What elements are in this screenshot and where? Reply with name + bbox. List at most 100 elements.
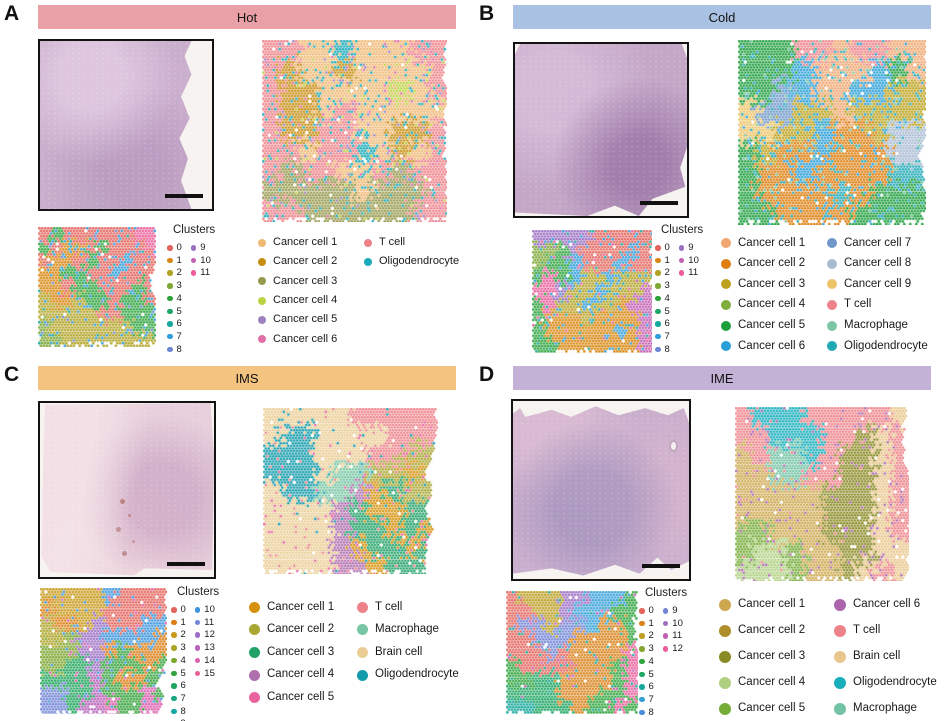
cluster-dot-icon (194, 657, 201, 664)
cluster-number: 6 (664, 318, 670, 330)
cell-type-legend-item: Oligodendrocyte (827, 336, 933, 357)
clusters-legend-title: Clusters (645, 587, 688, 599)
cluster-dot-icon (639, 709, 645, 716)
cluster-number: 6 (176, 318, 182, 330)
cluster-legend-item: 7 (167, 330, 182, 343)
cell-type-legend-item: Oligodendrocyte (357, 664, 465, 687)
panel-header-label: Cold (708, 9, 736, 25)
cluster-legend-item: 6 (167, 318, 182, 331)
cluster-dot-icon (171, 607, 177, 613)
cell-type-dot-icon (834, 703, 846, 715)
cluster-dot-icon (639, 658, 645, 665)
cell-type-label: Oligodendrocyte (853, 676, 937, 689)
cell-type-label: Cancer cell 6 (738, 339, 806, 352)
cell-type-legend-item: Cancer cell 5 (249, 686, 357, 709)
cluster-dot-icon (655, 346, 661, 353)
cluster-number: 12 (204, 629, 215, 641)
cluster-legend-item: 8 (167, 343, 182, 356)
clusters-legend: Clusters 0123456789101112131415 (171, 586, 219, 721)
cluster-legend-item: 6 (639, 681, 654, 694)
cluster-number: 15 (204, 667, 215, 679)
cell-type-dot-icon (249, 646, 260, 658)
cluster-number: 2 (664, 267, 670, 279)
cell-type-legend-item: Cancer cell 4 (719, 670, 834, 696)
tissue-section (513, 406, 689, 576)
cell-type-dot-icon (721, 279, 731, 290)
cluster-number: 10 (672, 617, 683, 629)
cluster-number: 0 (176, 242, 182, 254)
cluster-dot-icon (639, 646, 645, 652)
cluster-spatial-map (532, 230, 652, 353)
cluster-legend-item: 0 (167, 242, 182, 255)
cluster-legend-item: 7 (171, 692, 186, 705)
cell-type-dot-icon (249, 624, 260, 636)
cell-type-legend-item: Cancer cell 2 (258, 252, 364, 271)
cluster-number: 4 (176, 292, 182, 304)
cluster-legend-item: 5 (655, 305, 670, 318)
cluster-number: 10 (204, 604, 215, 616)
cluster-dot-icon (194, 607, 201, 613)
cell-type-legend-item: Cancer cell 5 (719, 696, 834, 721)
cluster-legend-item: 10 (678, 254, 699, 267)
cell-type-label: Cancer cell 7 (844, 236, 912, 249)
cluster-dot-icon (171, 708, 177, 715)
cell-type-legend-item: T cell (357, 596, 465, 619)
cell-type-legend: Cancer cell 1 Cancer cell 2 Cancer cell 3 C… (719, 592, 949, 721)
cluster-number: 11 (672, 630, 683, 642)
cell-type-dot-icon (258, 315, 266, 324)
cell-type-dot-icon (249, 601, 260, 613)
cell-type-label: Cancer cell 1 (267, 600, 335, 613)
cluster-number: 6 (648, 681, 654, 693)
cluster-legend-item: 13 (194, 642, 215, 655)
cell-type-label: Cancer cell 2 (267, 623, 335, 636)
cluster-number: 10 (688, 254, 699, 266)
cell-type-label: Cancer cell 5 (738, 702, 806, 715)
cluster-dot-icon (655, 295, 661, 302)
cell-type-label: Cancer cell 8 (844, 257, 912, 270)
cluster-dot-icon (194, 632, 201, 638)
cluster-number: 11 (688, 267, 699, 279)
cluster-dot-icon (639, 671, 645, 678)
cluster-legend-item: 4 (639, 655, 654, 668)
cell-type-spatial-map (735, 407, 909, 581)
cluster-number: 4 (664, 292, 670, 304)
cluster-number: 3 (664, 280, 670, 292)
cluster-dot-icon (639, 608, 645, 614)
cell-type-label: Cancer cell 2 (738, 257, 806, 270)
cell-type-label: Oligodendrocyte (375, 668, 459, 681)
cluster-number: 5 (664, 305, 670, 317)
panel-header: Cold (513, 5, 931, 29)
he-histology-image (38, 39, 214, 211)
cell-type-legend-item: Cancer cell 6 (834, 592, 949, 618)
cluster-legend-item: 11 (194, 616, 215, 629)
panel-header-label: Hot (236, 9, 258, 25)
cell-type-label: Cancer cell 2 (738, 624, 806, 637)
cluster-dot-icon (171, 695, 177, 702)
cell-type-label: Brain cell (375, 645, 423, 658)
cluster-dot-icon (167, 283, 173, 289)
cluster-legend-item: 7 (639, 693, 654, 706)
cell-type-label: Cancer cell 3 (273, 274, 338, 287)
cluster-legend-item: 1 (655, 254, 670, 267)
panel-header-label: IMS (235, 370, 259, 386)
cell-type-label: Cancer cell 5 (738, 318, 806, 331)
cluster-dot-icon (167, 308, 173, 315)
cluster-number: 2 (176, 267, 182, 279)
cluster-legend-item: 9 (190, 242, 211, 255)
cluster-dot-icon (194, 670, 201, 677)
cluster-number: 11 (200, 267, 211, 279)
clusters-legend: Clusters 0 1 2 3 4 5 6 7 8 9 10 11 (167, 224, 215, 356)
cluster-legend-item: 4 (167, 292, 182, 305)
cell-type-label: Cancer cell 5 (273, 313, 338, 326)
clusters-legend: Clusters 0 1 2 3 4 5 6 7 8 9 10 11 (655, 224, 704, 356)
cell-type-label: Cancer cell 4 (267, 668, 335, 681)
cluster-number: 3 (180, 642, 186, 654)
clusters-legend-title: Clusters (661, 224, 704, 236)
cell-type-legend-item: Cancer cell 4 (721, 295, 827, 316)
cluster-dot-icon (655, 308, 661, 315)
cell-type-legend-item: Cancer cell 3 (719, 644, 834, 670)
cell-type-dot-icon (258, 238, 266, 247)
cell-type-legend-item: T cell (827, 295, 933, 316)
cell-type-label: Cancer cell 6 (273, 332, 338, 345)
tissue-section (41, 403, 214, 576)
